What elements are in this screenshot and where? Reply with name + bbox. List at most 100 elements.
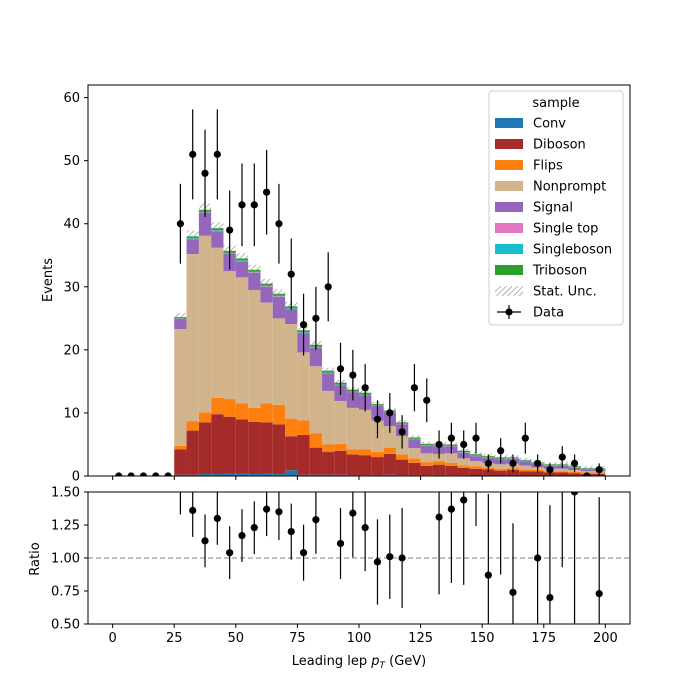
ratio-point xyxy=(595,590,603,598)
data-point xyxy=(472,434,480,442)
stat-unc-band xyxy=(272,289,286,299)
bar-diboson xyxy=(432,464,446,476)
bar-diboson xyxy=(395,459,409,476)
ratio-point xyxy=(250,524,258,532)
bar-signal xyxy=(248,272,261,290)
bar-flips xyxy=(408,458,421,463)
stat-unc-band xyxy=(420,441,433,447)
y-tick-label: 20 xyxy=(63,343,80,358)
y-tick-label: 40 xyxy=(63,217,80,232)
bar-nonprompt xyxy=(408,448,421,459)
legend-swatch-signal xyxy=(495,202,523,212)
bar-flips xyxy=(186,421,199,431)
bar-nonprompt xyxy=(235,277,249,404)
bar-signal xyxy=(580,469,594,472)
bar-diboson xyxy=(408,462,421,476)
data-point xyxy=(484,459,492,467)
stat-unc-band xyxy=(211,222,224,235)
bar-conv xyxy=(309,474,323,476)
bar-signal xyxy=(198,213,212,236)
bar-diboson xyxy=(235,419,249,474)
bar-diboson xyxy=(322,452,335,475)
bar-flips xyxy=(272,404,286,425)
bar-diboson xyxy=(383,453,396,475)
data-point xyxy=(312,314,320,322)
bar-conv xyxy=(383,474,396,476)
bar-nonprompt xyxy=(556,468,569,472)
bar-flips xyxy=(420,462,433,466)
stat-unc-band xyxy=(186,230,199,243)
bar-nonprompt xyxy=(494,464,507,469)
ratio-point xyxy=(201,537,209,545)
bar-signal xyxy=(469,456,483,462)
ratio-y-tick-label: 1.25 xyxy=(51,519,80,534)
bar-conv xyxy=(285,470,298,476)
bar-signal xyxy=(186,239,199,255)
legend-swatch-nonprompt xyxy=(495,181,523,191)
data-point xyxy=(324,283,332,291)
x-tick-label: 75 xyxy=(289,631,306,646)
bar-signal xyxy=(174,318,187,330)
data-point xyxy=(349,371,357,379)
bar-conv xyxy=(186,474,199,476)
bar-signal xyxy=(235,261,249,278)
data-point xyxy=(570,459,579,467)
bar-flips xyxy=(494,468,507,471)
legend-data-marker xyxy=(505,308,513,316)
ratio-point xyxy=(336,539,345,548)
ratio-point xyxy=(447,505,455,513)
bar-nonprompt xyxy=(469,461,483,467)
bar-conv xyxy=(235,473,249,476)
bar-signal xyxy=(260,286,273,303)
bar-diboson xyxy=(506,470,520,476)
bar-flips xyxy=(235,403,249,420)
x-tick-label: 100 xyxy=(347,631,372,646)
main-panel: 0 10 20 30 40 50 60 Events xyxy=(41,84,631,485)
data-point xyxy=(115,472,123,476)
data-point xyxy=(238,201,246,209)
ratio-point xyxy=(509,588,517,596)
data-point xyxy=(583,472,591,476)
bar-nonprompt xyxy=(297,352,310,421)
data-point xyxy=(410,384,419,392)
legend-title: sample xyxy=(532,96,579,111)
bar-nonprompt xyxy=(309,366,323,434)
data-point xyxy=(595,466,603,474)
bar-diboson xyxy=(359,455,372,476)
ratio-point xyxy=(238,531,246,540)
bar-flips xyxy=(432,461,446,465)
bar-signal xyxy=(420,445,433,454)
ratio-y-tick-label: 0.75 xyxy=(51,585,80,600)
ratio-point xyxy=(287,528,295,536)
ratio-y-tick-label: 1.00 xyxy=(51,552,80,567)
data-point xyxy=(201,169,209,177)
ratio-point xyxy=(177,478,184,485)
bar-flips xyxy=(211,397,224,415)
legend-label-triboson: Triboson xyxy=(532,264,587,279)
ratio-point xyxy=(349,509,357,517)
bar-flips xyxy=(248,407,261,422)
y-tick-label: 30 xyxy=(63,280,80,295)
bar-nonprompt xyxy=(174,329,187,446)
legend-label-single-top: Single top xyxy=(533,222,598,237)
bar-flips xyxy=(334,443,347,451)
x-axis-label: Leading lep pT (GeV) xyxy=(292,654,426,671)
ratio-point xyxy=(312,516,320,524)
bar-diboson xyxy=(519,471,532,476)
legend-label-data: Data xyxy=(533,306,564,321)
bar-flips xyxy=(556,471,569,473)
data-point xyxy=(127,472,135,476)
x-tick-label: 25 xyxy=(166,631,183,646)
legend-label-conv: Conv xyxy=(533,117,566,132)
data-point xyxy=(299,321,308,329)
ratio-point xyxy=(435,513,443,521)
stat-unc-band xyxy=(235,253,249,264)
ratio-point xyxy=(460,496,468,504)
data-point xyxy=(373,415,382,423)
bar-diboson xyxy=(285,436,298,471)
data-point xyxy=(336,365,345,373)
ratio-point xyxy=(226,549,234,557)
legend-swatch-flips xyxy=(495,160,523,170)
bar-nonprompt xyxy=(445,453,458,463)
ratio-point xyxy=(263,505,271,513)
